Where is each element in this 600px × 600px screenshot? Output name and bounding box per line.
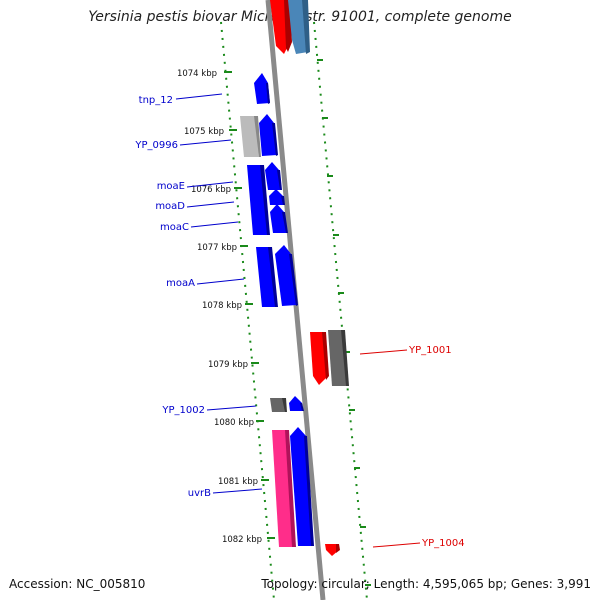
gene-label-tnp-12[interactable]: tnp_12	[139, 95, 173, 106]
leader-yp-1002	[206, 405, 257, 411]
gene-moac[interactable]	[270, 204, 288, 233]
accession-text: Accession: NC_005810	[9, 577, 146, 591]
leader-yp-1004	[372, 542, 421, 548]
leader-moac	[190, 221, 239, 228]
kbp-label-1075: 1075 kbp	[184, 127, 224, 137]
right-major-ticks	[317, 59, 371, 586]
kbp-label-1080: 1080 kbp	[214, 418, 254, 428]
gene-moad[interactable]	[269, 189, 285, 205]
kbp-label-1077: 1077 kbp	[197, 243, 237, 253]
gene-label-moae[interactable]: moaE	[157, 181, 185, 192]
kbp-label-1081: 1081 kbp	[218, 477, 258, 487]
kbp-label-1079: 1079 kbp	[208, 360, 248, 370]
gene-yp-1002-blue[interactable]	[289, 396, 304, 411]
leader-moae	[186, 181, 234, 188]
leader-moad	[186, 201, 235, 208]
leader-tnp-12	[175, 93, 223, 100]
left-guide-dots	[220, 21, 275, 600]
gene-moaa[interactable]	[275, 245, 298, 306]
gene-moae-block[interactable]	[247, 165, 270, 235]
gene-yp-0996[interactable]	[259, 114, 278, 156]
gene-yp-0996-grey[interactable]	[240, 116, 261, 157]
gene-label-moad[interactable]: moaD	[155, 201, 185, 212]
leader-moaa	[196, 278, 245, 285]
left-major-ticks	[224, 71, 275, 539]
gene-yp-1001[interactable]	[328, 330, 349, 386]
gene-label-yp-0996[interactable]: YP_0996	[134, 140, 178, 151]
gene-yp-1001-red[interactable]	[310, 332, 329, 385]
gene-moae[interactable]	[265, 162, 282, 190]
gene-uvrb-pink[interactable]	[272, 430, 296, 547]
kbp-label-1082: 1082 kbp	[222, 535, 262, 545]
genome-summary-text: Topology: circular; Length: 4,595,065 bp…	[261, 577, 591, 591]
gene-label-yp-1004[interactable]: YP_1004	[421, 538, 465, 549]
gene-moaa-left[interactable]	[256, 247, 278, 307]
leader-yp-1001	[359, 349, 408, 355]
leader-uvrb	[212, 488, 263, 494]
kbp-label-1076: 1076 kbp	[191, 185, 231, 195]
kbp-label-1078: 1078 kbp	[202, 301, 242, 311]
gene-top-steel[interactable]	[288, 0, 310, 54]
gene-label-moac[interactable]: moaC	[160, 222, 189, 233]
gene-yp-1004[interactable]	[325, 544, 340, 556]
right-guide-dots	[313, 21, 368, 600]
gene-label-moaa[interactable]: moaA	[166, 278, 195, 289]
gene-label-yp-1002[interactable]: YP_1002	[161, 405, 205, 416]
leader-yp-0996	[179, 139, 232, 146]
gene-label-yp-1001[interactable]: YP_1001	[408, 345, 452, 356]
gene-tnp-12[interactable]	[254, 73, 270, 104]
kbp-label-1074: 1074 kbp	[177, 69, 217, 79]
gene-label-uvrb[interactable]: uvrB	[188, 488, 211, 499]
gene-uvrb[interactable]	[290, 427, 314, 546]
gene-yp-1002[interactable]	[270, 398, 287, 412]
